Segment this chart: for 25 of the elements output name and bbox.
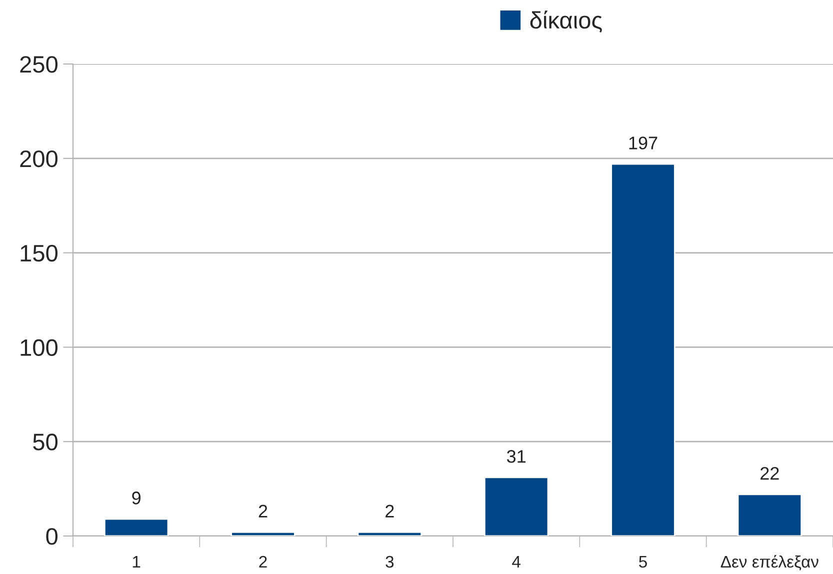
legend-label: δίκαιος (530, 10, 602, 32)
x-tick-label: 3 (386, 556, 394, 568)
data-label: 2 (258, 504, 268, 518)
bar (737, 494, 802, 536)
x-tick-label: 4 (512, 556, 520, 568)
x-tick-label: 1 (132, 556, 140, 568)
bar (610, 163, 676, 536)
data-label: 9 (132, 492, 140, 504)
y-tick-label: 250 (20, 56, 58, 73)
y-tick-label: 100 (20, 339, 58, 356)
data-label: 197 (629, 136, 658, 150)
x-tick-label: 5 (639, 556, 647, 568)
data-label: 31 (506, 450, 526, 463)
bar (104, 518, 169, 536)
y-tick-label: 0 (46, 528, 58, 545)
data-label: 2 (386, 504, 394, 518)
data-label: 22 (760, 467, 779, 480)
x-tick-label: 2 (259, 556, 267, 568)
bar (484, 476, 549, 536)
y-tick-label: 200 (20, 150, 58, 168)
bar (357, 532, 422, 536)
y-tick-label: 50 (33, 434, 58, 450)
bar (230, 532, 296, 536)
x-tick-label: Δεν επέλεξαν (720, 554, 818, 570)
y-tick-label: 150 (20, 244, 58, 262)
